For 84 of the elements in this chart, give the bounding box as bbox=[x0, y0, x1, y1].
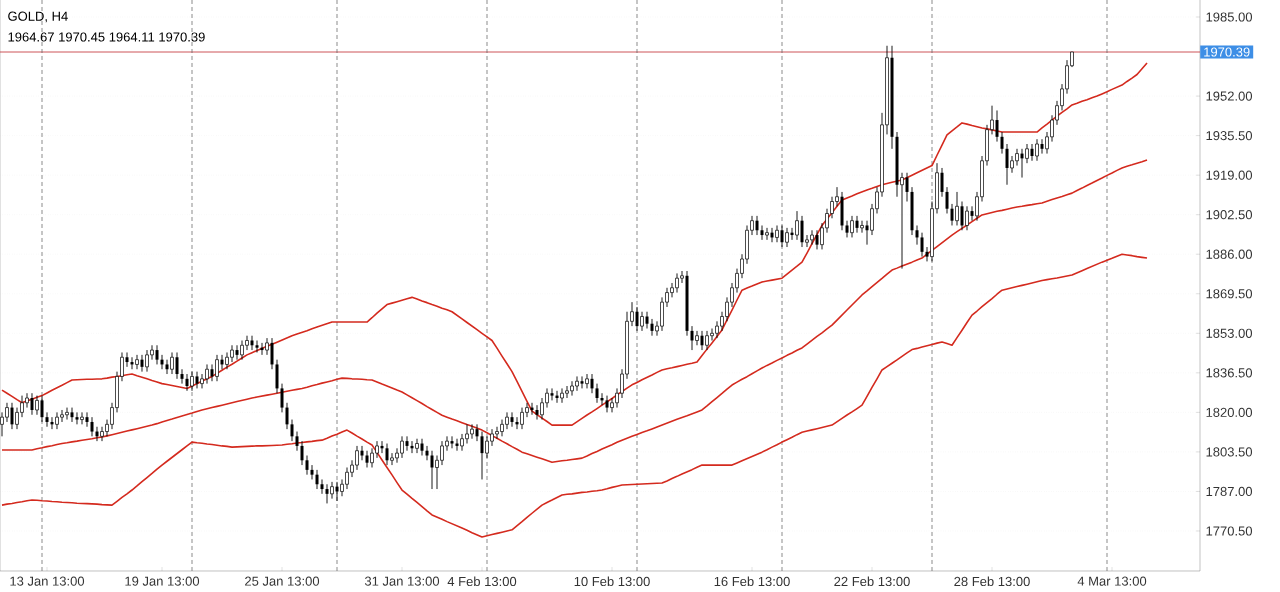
x-tick-label: 19 Jan 13:00 bbox=[125, 576, 200, 586]
y-tick-label: 1902.50 bbox=[1206, 210, 1253, 220]
candlestick bbox=[765, 227, 769, 241]
candlestick bbox=[755, 215, 759, 236]
candlestick bbox=[1035, 138, 1039, 162]
candlestick bbox=[300, 440, 304, 466]
x-tick-label: 4 Mar 13:00 bbox=[1077, 576, 1147, 586]
candlestick bbox=[45, 411, 49, 428]
y-tick-label: 1836.50 bbox=[1206, 368, 1253, 378]
candlestick bbox=[280, 383, 284, 413]
candlestick bbox=[70, 407, 74, 423]
candlestick bbox=[190, 371, 194, 392]
candlestick bbox=[595, 383, 599, 404]
candlestick bbox=[250, 335, 254, 351]
candlestick bbox=[1000, 131, 1004, 155]
candlestick bbox=[80, 411, 84, 425]
y-tick-label: 1952.00 bbox=[1206, 91, 1253, 101]
candlestick bbox=[305, 455, 309, 476]
x-tick-label: 4 Feb 13:00 bbox=[447, 576, 517, 587]
x-tick-label: 10 Feb 13:00 bbox=[574, 576, 650, 587]
x-tick-label: 31 Jan 13:00 bbox=[364, 576, 440, 586]
candlestick bbox=[215, 354, 219, 382]
candlestick bbox=[255, 340, 259, 353]
candlestick bbox=[475, 423, 479, 442]
candlestick bbox=[850, 215, 854, 238]
candlestick bbox=[90, 416, 94, 437]
candlestick bbox=[125, 352, 129, 368]
y-tick-label: 1770.50 bbox=[1206, 526, 1253, 536]
y-tick-label: 1935.50 bbox=[1206, 131, 1253, 141]
x-tick-label: 25 Jan 13:00 bbox=[245, 576, 320, 586]
candlestick bbox=[310, 464, 314, 480]
candlestick bbox=[270, 337, 274, 370]
candlestick bbox=[915, 225, 919, 246]
text: GOLD, H4 bbox=[8, 11, 68, 23]
candlestick bbox=[860, 220, 864, 234]
candlestick bbox=[645, 311, 649, 329]
candlestick bbox=[585, 373, 589, 389]
candlestick bbox=[920, 232, 924, 258]
y-tick-label: 1919.00 bbox=[1206, 170, 1253, 180]
candlestick bbox=[295, 431, 299, 452]
x-tick-label: 22 Feb 13:00 bbox=[834, 576, 910, 587]
candlestick bbox=[285, 402, 289, 430]
candlestick bbox=[940, 167, 944, 198]
y-tick-label: 1820.00 bbox=[1206, 407, 1253, 417]
text: 1964.67 1970.45 1964.11 1970.39 bbox=[8, 32, 205, 42]
y-tick-label: 1787.00 bbox=[1206, 486, 1253, 497]
candlestick bbox=[785, 227, 789, 248]
candlestick bbox=[965, 205, 969, 231]
candlestick bbox=[155, 344, 159, 365]
candlestick bbox=[290, 419, 294, 442]
candlestick bbox=[510, 411, 514, 428]
candlestick bbox=[360, 445, 364, 461]
candlestick bbox=[905, 172, 909, 202]
candlestick bbox=[795, 210, 799, 241]
y-tick-label: 1853.00 bbox=[1206, 328, 1253, 338]
x-tick-label: 28 Feb 13:00 bbox=[954, 576, 1030, 587]
y-tick-label: 1869.50 bbox=[1206, 289, 1253, 299]
y-tick-label: 1985.00 bbox=[1206, 12, 1253, 22]
candlestick bbox=[450, 435, 454, 449]
y-tick-label: 1803.50 bbox=[1206, 447, 1253, 457]
candlestick bbox=[275, 359, 279, 394]
x-tick-label: 13 Jan 13:00 bbox=[10, 576, 85, 586]
candlestick bbox=[425, 445, 429, 461]
candlestick bbox=[180, 368, 184, 385]
candlestick bbox=[320, 479, 324, 495]
x-tick-label: 16 Feb 13:00 bbox=[714, 576, 790, 587]
candlestick bbox=[1025, 143, 1029, 164]
candlestick bbox=[775, 225, 779, 243]
candlestick bbox=[695, 330, 699, 346]
candlestick bbox=[995, 110, 999, 143]
candlestick bbox=[315, 469, 319, 490]
ref-line-label: 1970.39 bbox=[1204, 47, 1250, 57]
candlestick bbox=[945, 186, 949, 214]
candlestick bbox=[590, 373, 594, 394]
candlestick bbox=[640, 311, 644, 332]
candlestick bbox=[550, 387, 554, 401]
candlestick bbox=[405, 435, 409, 452]
candlestick bbox=[35, 395, 39, 416]
candlestick bbox=[330, 481, 334, 500]
candlestick bbox=[265, 337, 269, 356]
candlestick bbox=[955, 191, 959, 226]
candlestick bbox=[415, 438, 419, 454]
candlestick bbox=[420, 438, 424, 456]
y-tick-label: 1886.00 bbox=[1206, 249, 1253, 259]
